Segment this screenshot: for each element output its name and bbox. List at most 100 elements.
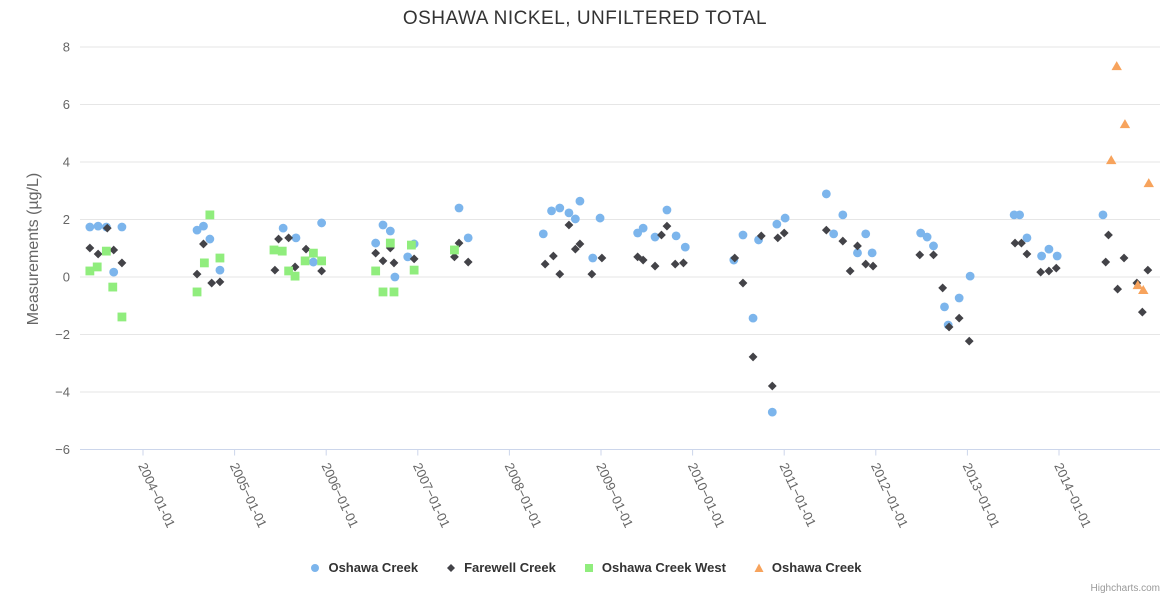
data-point[interactable] xyxy=(595,213,605,223)
data-point[interactable] xyxy=(1098,210,1108,220)
data-point[interactable] xyxy=(588,253,598,263)
data-point[interactable] xyxy=(192,225,202,235)
data-point[interactable] xyxy=(92,262,102,272)
data-point[interactable] xyxy=(1106,155,1117,165)
data-point[interactable] xyxy=(385,238,395,248)
legend-item-oshawa-creek-2[interactable]: Oshawa Creek xyxy=(752,560,862,575)
data-point[interactable] xyxy=(317,218,327,228)
data-point[interactable] xyxy=(205,234,215,244)
data-point[interactable] xyxy=(748,352,758,362)
data-point[interactable] xyxy=(409,254,419,264)
data-point[interactable] xyxy=(547,206,556,216)
data-point[interactable] xyxy=(845,266,855,276)
data-point[interactable] xyxy=(638,223,648,233)
data-point[interactable] xyxy=(587,269,597,279)
data-point[interactable] xyxy=(929,250,938,260)
data-point[interactable] xyxy=(597,253,607,263)
data-point[interactable] xyxy=(767,381,777,391)
data-point[interactable] xyxy=(671,231,681,241)
legend-item-oshawa-creek-west[interactable]: Oshawa Creek West xyxy=(582,560,726,575)
data-point[interactable] xyxy=(564,208,574,218)
data-point[interactable] xyxy=(861,229,871,239)
data-point[interactable] xyxy=(371,266,381,276)
data-point[interactable] xyxy=(1015,210,1025,220)
data-point[interactable] xyxy=(1051,263,1061,273)
data-point[interactable] xyxy=(385,243,395,253)
data-point[interactable] xyxy=(450,245,459,255)
data-point[interactable] xyxy=(308,248,318,258)
data-point[interactable] xyxy=(555,203,565,213)
data-point[interactable] xyxy=(1132,280,1143,290)
data-point[interactable] xyxy=(463,257,473,267)
data-point[interactable] xyxy=(1017,238,1026,248)
data-point[interactable] xyxy=(555,269,565,279)
data-point[interactable] xyxy=(207,278,217,288)
data-point[interactable] xyxy=(93,249,103,259)
data-point[interactable] xyxy=(215,253,225,263)
data-point[interactable] xyxy=(1044,244,1054,254)
data-point[interactable] xyxy=(680,242,690,252)
data-point[interactable] xyxy=(779,228,789,238)
data-point[interactable] xyxy=(454,238,464,248)
data-point[interactable] xyxy=(867,248,877,258)
data-point[interactable] xyxy=(389,258,399,268)
data-point[interactable] xyxy=(301,244,311,254)
data-point[interactable] xyxy=(564,220,574,230)
data-point[interactable] xyxy=(389,287,399,297)
data-point[interactable] xyxy=(1022,249,1032,259)
data-point[interactable] xyxy=(662,205,672,215)
data-point[interactable] xyxy=(463,233,473,243)
data-point[interactable] xyxy=(317,266,327,276)
data-point[interactable] xyxy=(929,241,938,251)
data-point[interactable] xyxy=(1010,238,1020,248)
data-point[interactable] xyxy=(1143,265,1153,275)
data-point[interactable] xyxy=(548,251,558,261)
data-point[interactable] xyxy=(390,272,400,282)
data-point[interactable] xyxy=(821,225,831,235)
data-point[interactable] xyxy=(93,221,103,231)
data-point[interactable] xyxy=(454,203,464,213)
data-point[interactable] xyxy=(1104,230,1113,240)
data-point[interactable] xyxy=(215,277,225,287)
data-point[interactable] xyxy=(109,267,119,277)
data-point[interactable] xyxy=(954,313,964,323)
data-point[interactable] xyxy=(199,221,208,231)
data-point[interactable] xyxy=(317,256,327,266)
data-point[interactable] xyxy=(1036,267,1046,277)
data-point[interactable] xyxy=(575,196,585,206)
data-point[interactable] xyxy=(922,232,932,242)
data-point[interactable] xyxy=(657,230,666,240)
data-point[interactable] xyxy=(1052,251,1062,261)
data-point[interactable] xyxy=(199,239,208,249)
data-point[interactable] xyxy=(406,240,416,250)
data-point[interactable] xyxy=(821,189,831,199)
data-point[interactable] xyxy=(308,257,318,267)
data-point[interactable] xyxy=(570,244,580,254)
data-point[interactable] xyxy=(291,233,301,243)
data-point[interactable] xyxy=(101,246,111,256)
data-point[interactable] xyxy=(772,219,782,229)
data-point[interactable] xyxy=(1119,119,1131,129)
data-point[interactable] xyxy=(409,265,419,275)
data-point[interactable] xyxy=(205,210,215,220)
data-point[interactable] xyxy=(738,230,748,240)
data-point[interactable] xyxy=(944,322,954,332)
data-point[interactable] xyxy=(1119,253,1129,263)
data-point[interactable] xyxy=(1138,285,1149,295)
data-point[interactable] xyxy=(378,287,388,297)
data-point[interactable] xyxy=(964,336,974,346)
data-point[interactable] xyxy=(868,261,878,271)
data-point[interactable] xyxy=(638,255,648,265)
data-point[interactable] xyxy=(829,229,839,239)
data-point[interactable] xyxy=(780,213,790,223)
data-point[interactable] xyxy=(679,258,688,268)
data-point[interactable] xyxy=(756,231,766,241)
data-point[interactable] xyxy=(940,302,949,312)
data-point[interactable] xyxy=(371,248,381,258)
data-point[interactable] xyxy=(109,245,119,255)
data-point[interactable] xyxy=(1022,233,1032,243)
data-point[interactable] xyxy=(540,259,550,269)
data-point[interactable] xyxy=(1113,284,1123,294)
data-point[interactable] xyxy=(199,258,209,268)
data-point[interactable] xyxy=(85,243,95,253)
